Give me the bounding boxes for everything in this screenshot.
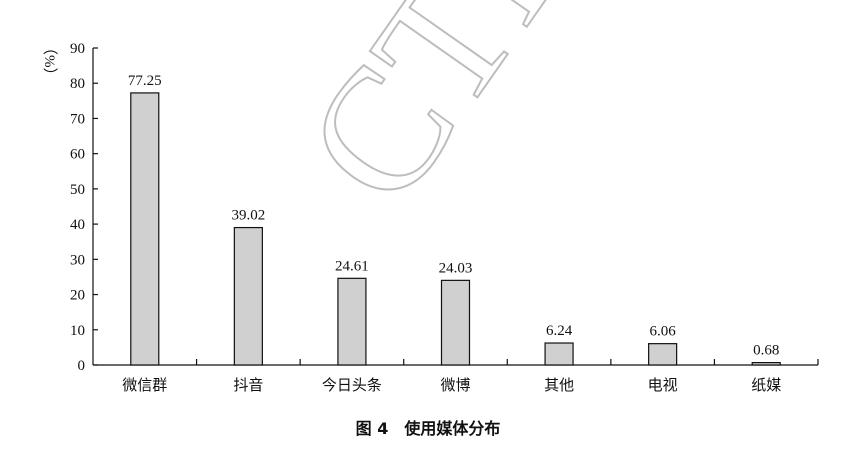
data-label-0: 77.25 xyxy=(128,73,162,89)
category-label-4: 其他 xyxy=(544,376,574,394)
data-label-5: 6.06 xyxy=(650,324,677,340)
bar-0 xyxy=(130,92,160,366)
y-tick-label: 60 xyxy=(70,147,85,163)
data-label-3: 24.03 xyxy=(439,260,473,276)
category-label-2: 今日头条 xyxy=(322,376,382,394)
bar-4 xyxy=(544,342,574,366)
data-label-1: 39.02 xyxy=(231,208,265,224)
category-labels: 微信群 抖音 今日头条 微博 其他 电视 纸媒 xyxy=(122,376,781,394)
category-label-5: 电视 xyxy=(648,376,678,394)
bar-2 xyxy=(337,277,367,366)
y-tick-label: 40 xyxy=(70,217,85,233)
data-label-2: 24.61 xyxy=(335,258,369,274)
y-tick-label: 30 xyxy=(70,252,85,268)
bar-6 xyxy=(751,362,781,366)
y-tick-label: 10 xyxy=(70,323,85,339)
bar-3 xyxy=(440,279,471,366)
y-ticks: 0 10 20 30 40 50 60 70 80 90 xyxy=(70,41,98,374)
x-ticks xyxy=(195,359,819,365)
value-labels: 77.25 39.02 24.61 24.03 6.24 6.06 0.68 xyxy=(128,73,779,359)
y-tick-label: 20 xyxy=(70,288,85,304)
category-label-0: 微信群 xyxy=(122,376,167,394)
category-label-3: 微博 xyxy=(440,376,470,394)
figure-caption: 图 4 使用媒体分布 xyxy=(356,419,501,438)
watermark: CTP xyxy=(267,0,610,237)
category-label-6: 纸媒 xyxy=(751,376,781,394)
y-tick-label: 90 xyxy=(70,41,85,57)
y-axis-label: （%） xyxy=(41,40,58,83)
data-label-4: 6.24 xyxy=(546,323,573,339)
category-label-1: 抖音 xyxy=(233,376,263,394)
y-tick-label: 70 xyxy=(70,111,85,127)
y-tick-label: 0 xyxy=(78,358,86,374)
y-tick-label: 50 xyxy=(70,182,85,198)
bar-5 xyxy=(648,343,678,366)
bar-1 xyxy=(233,226,263,366)
bars xyxy=(130,92,781,366)
y-tick-label: 80 xyxy=(70,76,85,92)
data-label-6: 0.68 xyxy=(753,343,779,359)
